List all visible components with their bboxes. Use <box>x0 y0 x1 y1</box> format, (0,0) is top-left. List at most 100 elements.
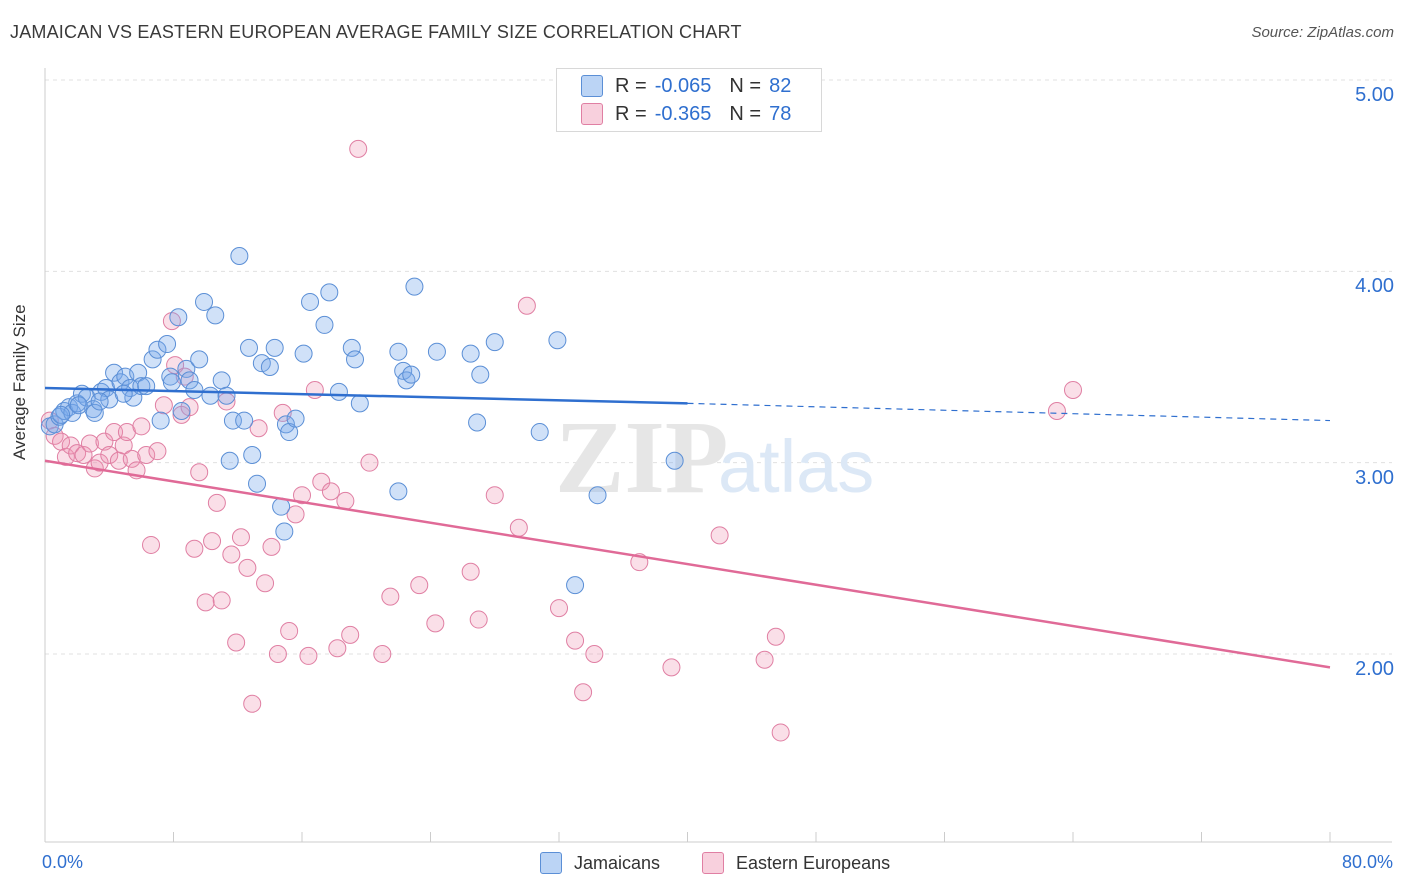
jamaican-point <box>172 402 191 421</box>
jamaican-point <box>389 342 408 361</box>
eastern-point <box>280 622 299 641</box>
legend-n-value: 82 <box>769 74 792 97</box>
jamaican-point <box>405 277 424 296</box>
eastern-trend-line <box>44 459 1331 669</box>
legend-n-label: N = <box>729 74 762 97</box>
legend-r-label: R = <box>615 102 647 125</box>
eastern-point <box>373 645 392 663</box>
jamaican-point <box>329 382 348 401</box>
jamaican-point <box>315 315 334 334</box>
eastern-point <box>185 539 204 558</box>
chart-title: JAMAICAN VS EASTERN EUROPEAN AVERAGE FAM… <box>10 22 742 42</box>
jamaican-point <box>485 333 504 352</box>
eastern-point <box>662 658 681 677</box>
jamaican-point <box>260 358 279 376</box>
watermark: ZIP atlas <box>555 400 874 515</box>
legend-r-value: -0.065 <box>654 74 712 97</box>
eastern-point <box>68 444 87 463</box>
eastern-point <box>574 683 593 702</box>
eastern-point <box>212 591 231 610</box>
eastern-point <box>61 436 80 455</box>
eastern-point <box>517 296 536 315</box>
jamaican-point <box>566 576 585 595</box>
legend-r-value: -0.365 <box>654 102 712 125</box>
jamaican-point <box>180 371 199 390</box>
eastern-point <box>243 694 262 713</box>
jamaican-point <box>201 386 220 405</box>
jamaican-point <box>243 446 262 465</box>
eastern-point <box>105 423 124 442</box>
watermark-atlas: atlas <box>718 425 874 508</box>
eastern-point <box>268 645 287 663</box>
eastern-swatch <box>581 103 603 125</box>
jamaicans-points <box>40 247 684 595</box>
eastern-point <box>222 545 241 564</box>
jamaican-point <box>530 423 549 442</box>
legend-row-eastern: R = -0.365 N = 78 <box>581 100 791 128</box>
eastern-point <box>95 432 114 451</box>
legend-row-jamaicans: R = -0.065 N = 82 <box>581 72 791 100</box>
eastern-point <box>710 526 729 545</box>
jamaican-point <box>402 365 421 384</box>
jamaican-point <box>342 338 361 357</box>
eastern-point <box>148 442 167 461</box>
legend-n-value: 78 <box>769 102 792 125</box>
eastern-point <box>305 380 324 399</box>
legend-n-label: N = <box>729 102 762 125</box>
bottom-legend-jamaicans-label: Jamaicans <box>574 852 661 873</box>
jamaican-point <box>105 363 124 382</box>
eastern-point <box>262 537 281 556</box>
eastern-point <box>249 419 268 438</box>
eastern-point <box>381 587 400 606</box>
jamaican-point <box>169 308 188 327</box>
y-tick-label: 2.00 <box>1355 658 1394 680</box>
eastern-point <box>132 417 151 436</box>
jamaican-point <box>114 384 133 403</box>
jamaican-point <box>286 409 305 428</box>
x-tick-label-min: 0.0% <box>42 852 84 872</box>
eastern-point <box>196 593 215 612</box>
eastern-point <box>771 723 790 742</box>
eastern-point <box>142 535 161 554</box>
jamaican-point <box>235 411 254 430</box>
jamaican-point <box>427 342 446 361</box>
eastern-point <box>1047 402 1066 421</box>
jamaican-point <box>665 451 684 470</box>
jamaican-point <box>212 371 231 390</box>
correlation-legend: R = -0.065 N = 82 R = -0.365 N = 78 <box>556 68 822 132</box>
eastern-point <box>90 453 109 472</box>
jamaican-point <box>461 344 480 363</box>
eastern-point <box>328 639 347 658</box>
eastern-point <box>341 625 360 644</box>
jamaican-point <box>90 392 109 411</box>
jamaican-point <box>275 522 294 541</box>
jamaican-point <box>63 403 82 422</box>
eastern-point <box>360 453 379 472</box>
eastern-point <box>469 610 488 629</box>
jamaican-point <box>220 451 239 470</box>
eastern-point <box>509 518 528 537</box>
jamaican-point <box>294 344 313 363</box>
jamaican-point <box>158 335 177 354</box>
eastern-swatch <box>702 852 724 874</box>
jamaican-point <box>265 338 284 357</box>
jamaican-point <box>162 373 181 392</box>
jamaicans-trend-extension <box>687 402 1331 422</box>
eastern-point <box>114 436 133 455</box>
y-tick-label: 3.00 <box>1355 466 1394 489</box>
jamaican-point <box>320 283 339 302</box>
eastern-point <box>203 532 222 551</box>
eastern-point <box>238 558 257 577</box>
jamaicans-swatch <box>540 852 562 874</box>
eastern-point <box>566 631 585 650</box>
bottom-legend-jamaicans: Jamaicans <box>540 852 660 874</box>
y-tick-label: 5.00 <box>1355 84 1394 106</box>
jamaican-point <box>129 363 148 382</box>
eastern-point <box>293 486 311 505</box>
trend-lines <box>44 386 1331 669</box>
jamaican-point <box>301 292 320 311</box>
jamaican-point <box>248 474 267 493</box>
jamaican-point <box>148 340 167 359</box>
source-label: Source: ZipAtlas.com <box>1251 24 1394 41</box>
